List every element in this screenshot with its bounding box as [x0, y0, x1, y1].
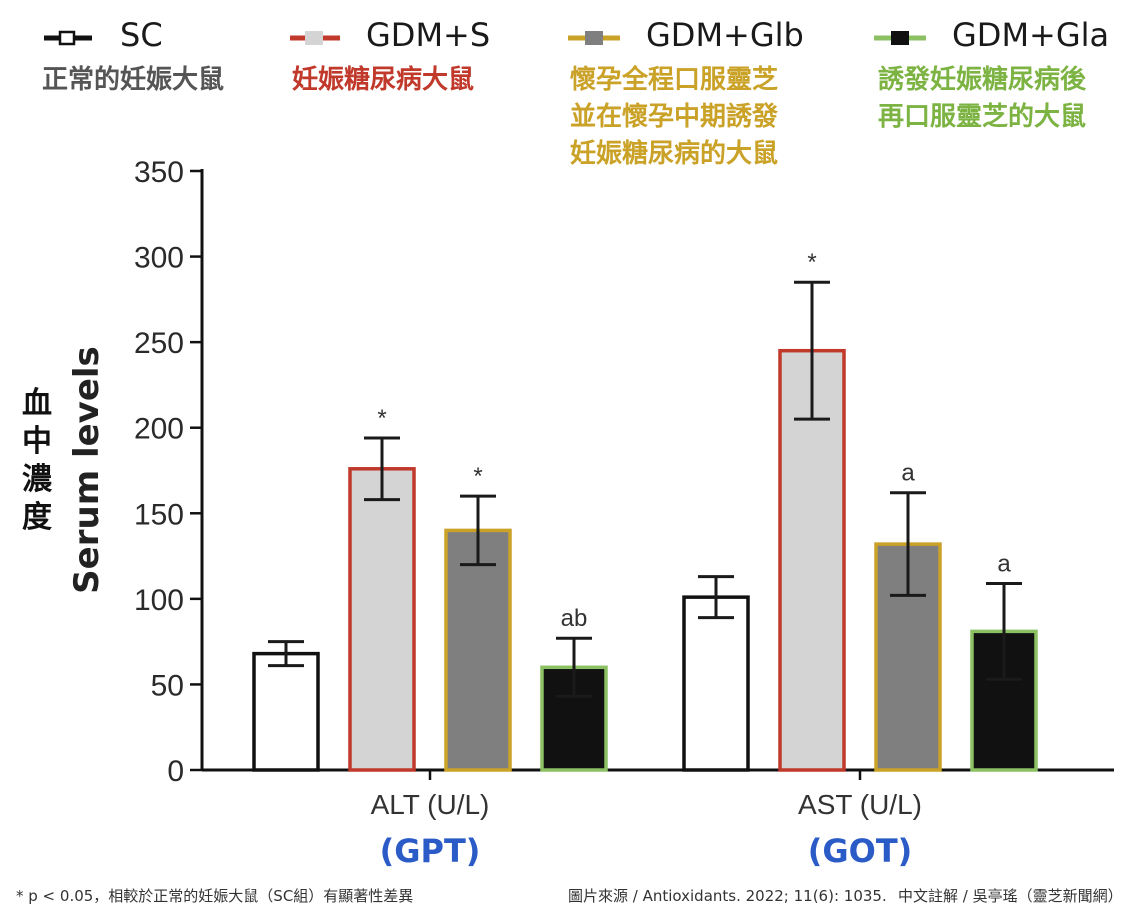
y-axis-title-zh-char: 度	[22, 500, 52, 535]
legend-label-gdm-s: GDM+S	[366, 16, 491, 54]
bar	[970, 629, 1038, 772]
legend-desc-gdm-s-line1: 妊娠糖尿病大鼠	[292, 65, 475, 95]
y-axis-title-zh-char: 中	[22, 424, 52, 459]
bar	[874, 542, 942, 772]
bar	[444, 528, 512, 772]
y-tick-label: 150	[134, 498, 184, 531]
bar	[682, 595, 750, 772]
legend-desc-sc: 正常的妊娠大鼠	[42, 62, 224, 99]
bar	[252, 651, 320, 772]
legend-desc-gdm-glb-line2: 並在懷孕中期誘發	[570, 102, 779, 132]
legend-desc-gdm-glb-line3: 妊娠糖尿病的大鼠	[570, 139, 779, 169]
x-category-label: AST (U/L)	[798, 789, 922, 820]
significance-label: *	[807, 249, 816, 276]
legend-label-sc: SC	[120, 16, 163, 54]
significance-label: a	[901, 460, 915, 487]
footnote-credit: 中文註解 / 吳亭瑤（靈芝新聞網）	[898, 887, 1123, 905]
legend-desc-gdm-gla-line1: 誘發妊娠糖尿病後	[878, 65, 1087, 95]
x-category-note: (GPT)	[380, 832, 481, 870]
legend-label-gdm-gla: GDM+Gla	[952, 16, 1110, 54]
legend-label-gdm-glb: GDM+Glb	[646, 16, 804, 54]
legend-desc-sc-line1: 正常的妊娠大鼠	[42, 65, 225, 95]
legend-desc-gdm-glb: 懷孕全程口服靈芝 並在懷孕中期誘發 妊娠糖尿病的大鼠	[570, 62, 778, 173]
y-tick-label: 300	[134, 242, 184, 275]
significance-label: *	[473, 463, 482, 490]
y-axis-title-zh-char: 濃	[22, 462, 52, 497]
footnote-significance: * p < 0.05，相較於正常的妊娠大鼠（SC組）有顯著性差異	[16, 887, 414, 905]
legend-desc-gdm-s: 妊娠糖尿病大鼠	[292, 62, 474, 99]
legend-desc-gdm-gla: 誘發妊娠糖尿病後 再口服靈芝的大鼠	[878, 62, 1086, 136]
significance-label: *	[377, 405, 386, 432]
bar	[540, 665, 608, 772]
y-tick-label: 350	[134, 156, 184, 189]
y-axis-title: Serum levels	[67, 346, 107, 594]
y-tick-label: 100	[134, 584, 184, 617]
legend-desc-gdm-gla-line2: 再口服靈芝的大鼠	[878, 102, 1087, 132]
y-axis-title-zh-char: 血	[22, 386, 52, 421]
bar	[348, 467, 416, 772]
y-tick-label: 50	[151, 669, 184, 702]
y-tick-label: 250	[134, 327, 184, 360]
x-category-label: ALT (U/L)	[371, 789, 490, 820]
x-category-note: (GOT)	[808, 832, 913, 870]
footnote-source: 圖片來源 / Antioxidants. 2022; 11(6): 1035.	[568, 887, 887, 905]
y-axis-title-zh: 血 中 濃 度	[20, 385, 54, 537]
y-tick-label: 200	[134, 413, 184, 446]
y-tick-label: 0	[167, 755, 184, 788]
bar	[778, 348, 846, 772]
legend-desc-gdm-glb-line1: 懷孕全程口服靈芝	[570, 65, 779, 95]
significance-label: ab	[561, 605, 588, 632]
significance-label: a	[997, 550, 1011, 577]
